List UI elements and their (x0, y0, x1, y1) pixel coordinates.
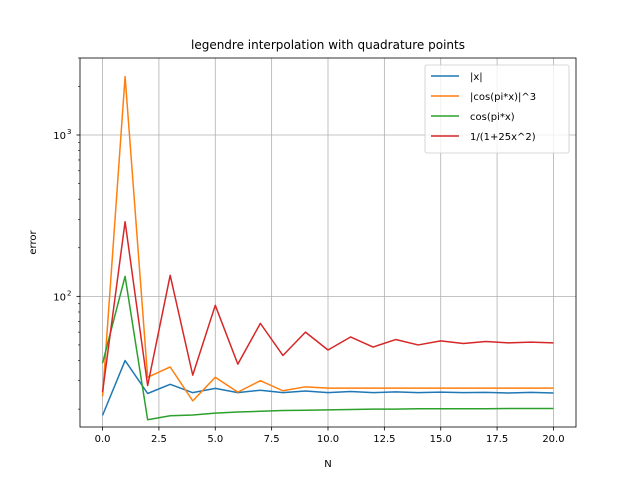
series-line (101, 359, 554, 416)
legend-label: 1/(1+25x^2) (470, 132, 536, 143)
y-tick-label-exponent: 2 (67, 289, 71, 297)
legend-label: |cos(pi*x)|^3 (470, 92, 536, 103)
x-tick-label: 5.0 (207, 434, 223, 445)
series-line (101, 275, 554, 421)
x-tick-label: 12.5 (373, 434, 395, 445)
y-tick-label-exponent: 3 (67, 128, 71, 136)
x-tick-label: 15.0 (430, 434, 452, 445)
x-tick-label: 7.5 (264, 434, 280, 445)
x-tick-label: 2.5 (151, 434, 167, 445)
x-tick-label: 10.0 (317, 434, 339, 445)
series-line (101, 75, 554, 402)
x-axis-label: N (324, 459, 331, 470)
legend-label: |x| (470, 72, 483, 83)
x-tick-label: 17.5 (486, 434, 508, 445)
legend-box (424, 64, 570, 154)
y-tick-label: 10 (53, 131, 66, 142)
y-tick-label: 10 (53, 292, 66, 303)
y-axis-label: error (28, 230, 39, 255)
legend: |x| |cos(pi*x)|^3 cos(pi*x) 1/(1+25x^2) (424, 64, 570, 154)
x-tick-label: 20.0 (542, 434, 564, 445)
x-tick-label: 0.0 (95, 434, 111, 445)
series-lines (101, 75, 554, 421)
legend-label: cos(pi*x) (470, 112, 515, 123)
series-line (101, 220, 554, 393)
chart-title: legendre interpolation with quadrature p… (191, 38, 465, 52)
